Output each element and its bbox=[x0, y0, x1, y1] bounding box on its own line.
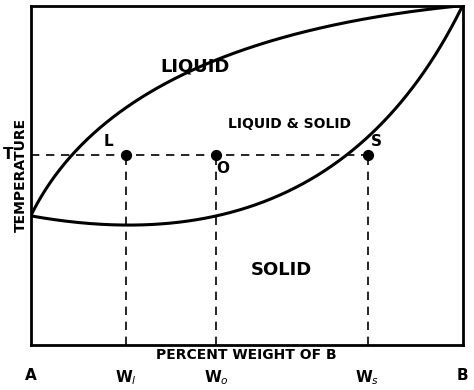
Text: T: T bbox=[3, 147, 13, 162]
Text: S: S bbox=[371, 134, 382, 149]
Y-axis label: TEMPERATURE: TEMPERATURE bbox=[14, 118, 28, 232]
Point bbox=[364, 152, 372, 158]
Text: L: L bbox=[104, 134, 113, 149]
Text: W$_o$: W$_o$ bbox=[204, 369, 229, 387]
X-axis label: PERCENT WEIGHT OF B: PERCENT WEIGHT OF B bbox=[156, 347, 337, 362]
Text: A: A bbox=[25, 369, 36, 383]
Point bbox=[213, 152, 220, 158]
Text: LIQUID: LIQUID bbox=[160, 58, 229, 76]
Text: W$_s$: W$_s$ bbox=[356, 369, 380, 387]
Text: SOLID: SOLID bbox=[251, 261, 312, 279]
Text: W$_l$: W$_l$ bbox=[115, 369, 137, 387]
Point bbox=[122, 152, 129, 158]
Text: LIQUID & SOLID: LIQUID & SOLID bbox=[228, 117, 351, 131]
Text: B: B bbox=[457, 369, 468, 383]
Text: O: O bbox=[217, 161, 229, 176]
